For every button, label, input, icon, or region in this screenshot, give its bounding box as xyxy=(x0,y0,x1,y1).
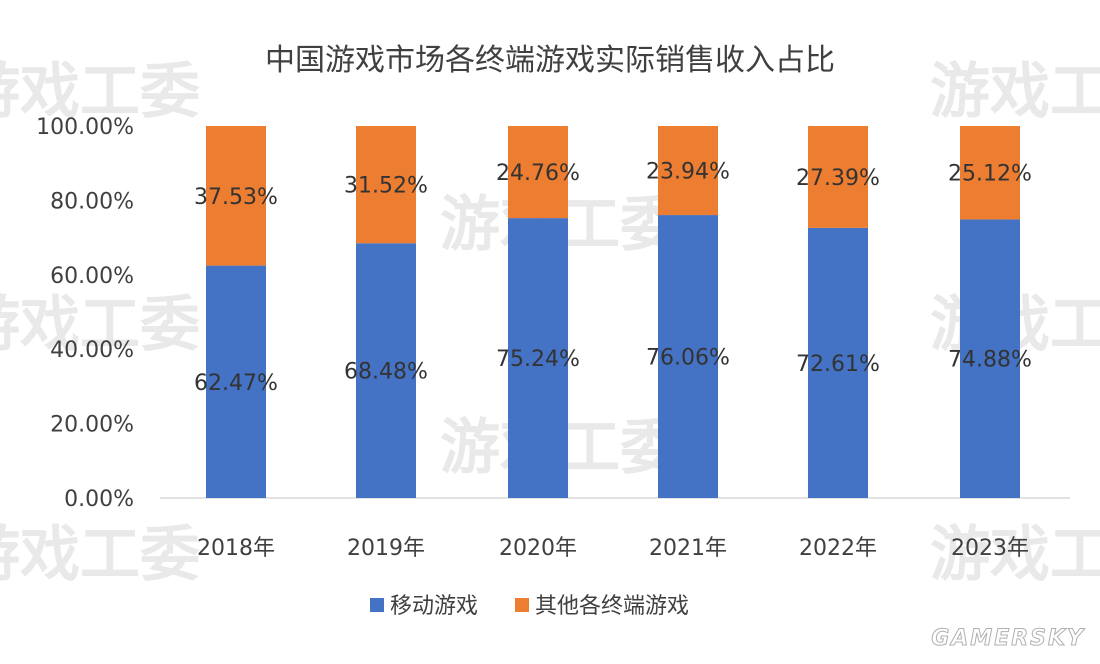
data-label: 72.61% xyxy=(796,352,880,377)
x-tick-label: 2023年 xyxy=(951,536,1029,561)
data-label: 31.52% xyxy=(344,174,428,199)
y-tick-label: 40.00% xyxy=(50,338,134,363)
x-tick-label: 2018年 xyxy=(197,536,275,561)
y-tick-label: 0.00% xyxy=(64,487,134,512)
data-label: 23.94% xyxy=(646,160,730,185)
y-tick-label: 60.00% xyxy=(50,264,134,289)
y-tick-label: 100.00% xyxy=(36,115,134,140)
legend-swatch xyxy=(370,598,384,612)
watermark-text: 游戏工委 xyxy=(930,520,1100,590)
bar-segment xyxy=(808,126,868,228)
data-label: 37.53% xyxy=(194,185,278,210)
data-label: 68.48% xyxy=(344,360,428,385)
x-axis: 2018年 2019年 2020年 2021年 2022年 2023年 xyxy=(197,536,1029,561)
data-label: 25.12% xyxy=(948,162,1032,187)
y-axis: 0.00% 20.00% 40.00% 60.00% 80.00% 100.00% xyxy=(36,115,134,512)
legend-label: 其他各终端游戏 xyxy=(535,594,689,619)
watermark-text: 游戏工委 xyxy=(0,290,200,360)
bar-segment xyxy=(206,265,266,498)
bar-segment xyxy=(508,218,568,499)
chart-title: 中国游戏市场各终端游戏实际销售收入占比 xyxy=(265,43,835,78)
data-label: 75.24% xyxy=(496,347,580,372)
legend: 移动游戏 其他各终端游戏 xyxy=(370,594,689,619)
bar-segment xyxy=(658,215,718,498)
legend-label: 移动游戏 xyxy=(390,594,478,619)
data-label: 76.06% xyxy=(646,346,730,371)
data-label: 24.76% xyxy=(496,161,580,186)
bar-segment xyxy=(960,219,1020,498)
bar-segment xyxy=(658,126,718,216)
x-tick-label: 2020年 xyxy=(499,536,577,561)
watermark-text: 游戏工委 xyxy=(0,520,200,590)
bar-segment xyxy=(960,126,1020,220)
bar-segment xyxy=(356,126,416,244)
y-tick-label: 80.00% xyxy=(50,189,134,214)
watermark-text: 游戏工委 xyxy=(930,57,1100,127)
bar-segment xyxy=(206,126,266,266)
legend-swatch xyxy=(515,598,529,612)
x-tick-label: 2019年 xyxy=(347,536,425,561)
y-tick-label: 20.00% xyxy=(50,413,134,438)
data-labels-layer: 62.47% 37.53% 68.48% 31.52% 75.24% 24.76% 76.0… xyxy=(194,160,1032,396)
watermark-text: 游戏工委 xyxy=(0,57,200,127)
data-label: 74.88% xyxy=(948,348,1032,373)
bar-segment xyxy=(508,126,568,219)
bars-layer xyxy=(206,126,1020,499)
legend-item: 其他各终端游戏 xyxy=(515,594,689,619)
bar-segment xyxy=(356,243,416,498)
legend-item: 移动游戏 xyxy=(370,594,478,619)
data-label: 62.47% xyxy=(194,371,278,396)
x-tick-label: 2021年 xyxy=(649,536,727,561)
data-label: 27.39% xyxy=(796,166,880,191)
x-tick-label: 2022年 xyxy=(799,536,877,561)
brand-watermark: GAMERSKY xyxy=(931,626,1085,651)
bar-segment xyxy=(808,227,868,498)
